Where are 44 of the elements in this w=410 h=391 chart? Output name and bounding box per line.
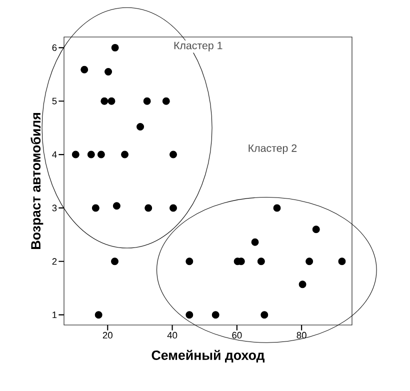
point [144, 204, 152, 212]
x-axis-title: Семейный доход [152, 350, 264, 362]
point [97, 150, 105, 158]
x-tick-label: 80 [296, 332, 306, 339]
point [92, 204, 100, 212]
point [108, 97, 116, 105]
point [212, 311, 220, 319]
x-tick-label: 20 [102, 332, 112, 339]
point [104, 68, 112, 76]
point [143, 97, 151, 105]
point [260, 311, 268, 319]
point [257, 258, 265, 266]
point [170, 204, 177, 212]
y-tick-label: 4 [52, 151, 57, 158]
point [100, 97, 108, 105]
point [162, 97, 170, 105]
point [94, 311, 102, 319]
point [136, 123, 144, 130]
x-tick-label: 40 [167, 332, 178, 339]
point [121, 150, 129, 158]
annotation: Кластер 2 [248, 144, 297, 154]
point [111, 44, 119, 52]
point [112, 202, 120, 210]
annotation: Кластер 1 [174, 42, 222, 52]
point [312, 226, 320, 234]
y-tick-label: 6 [52, 44, 57, 51]
y-tick-label: 3 [52, 204, 57, 212]
point [273, 204, 281, 212]
point [251, 238, 259, 246]
y-axis-title: Возраст автомобиля [30, 113, 44, 249]
point [338, 258, 346, 266]
point [87, 150, 95, 158]
point [111, 258, 118, 266]
point [306, 258, 314, 266]
point [80, 66, 88, 74]
y-tick-label: 1 [52, 312, 57, 318]
point [186, 258, 194, 266]
point [186, 311, 194, 319]
point [72, 150, 80, 158]
x-tick-label: 60 [232, 332, 242, 339]
point [298, 280, 306, 288]
y-tick-label: 5 [52, 98, 57, 104]
y-tick-label: 2 [52, 258, 57, 265]
point [170, 150, 177, 158]
